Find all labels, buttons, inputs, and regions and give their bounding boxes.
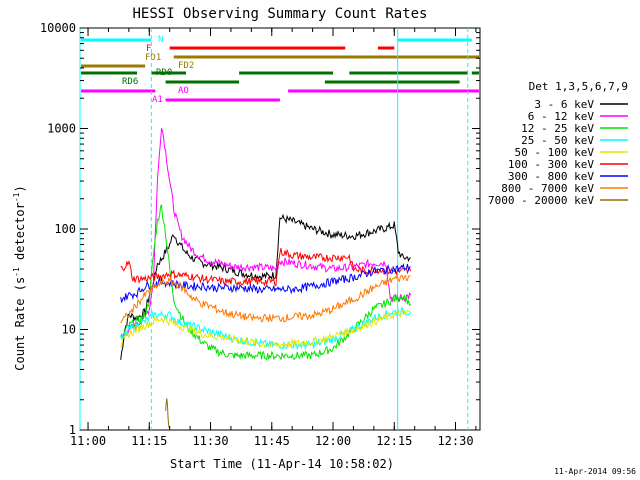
footer-timestamp: 11-Apr-2014 09:56: [554, 467, 636, 476]
series-line-6-12keV: [120, 128, 412, 338]
legend-label-50-100keV: 50 - 100 keV: [515, 146, 595, 159]
legend-label-25-50keV: 25 - 50 keV: [521, 134, 594, 147]
series-line-50-100keV: [120, 309, 411, 350]
y-tick-label-1000: 1000: [47, 122, 76, 136]
y-tick-label-10: 10: [62, 323, 76, 337]
legend-label-3-6keV: 3 - 6 keV: [534, 98, 594, 111]
legend-label-6-12keV: 6 - 12 keV: [528, 110, 595, 123]
x-tick-label-12:00: 12:00: [315, 434, 351, 448]
flag-label-F: F: [146, 44, 151, 54]
y-axis-label-end: ): [13, 185, 27, 192]
flag-label-RD0: RD0: [156, 68, 172, 78]
series-line-12-25keV: [120, 204, 411, 361]
legend-label-7000-20000keV: 7000 - 20000 keV: [488, 194, 594, 207]
flag-label-A1: A1: [152, 95, 163, 105]
y-axis-label: Count Rate (s-1 detector-1): [12, 185, 27, 370]
series-line-7000-20000keV: [165, 398, 170, 429]
series-line-3-6keV: [120, 213, 411, 360]
vertical-markers: [79, 28, 469, 430]
x-tick-label-11:00: 11:00: [70, 434, 106, 448]
x-tick-label-11:15: 11:15: [131, 434, 167, 448]
series-layer: [120, 128, 412, 429]
flag-label-AO: AO: [178, 86, 189, 96]
series-line-25-50keV: [120, 307, 412, 350]
y-tick-label-10000: 10000: [40, 21, 76, 35]
plot-frame: [79, 27, 481, 431]
y-axis-label-exp1: -1: [12, 267, 21, 277]
y-tick-label-1: 1: [69, 423, 76, 437]
y-axis-label-mid: detector: [13, 202, 27, 267]
flag-label-RD6: RD6: [122, 77, 138, 87]
y-axis-label-exp2: -1: [12, 192, 21, 202]
y-axis-label-main: Count Rate (s: [13, 277, 27, 371]
x-tick-label-11:30: 11:30: [192, 434, 228, 448]
flag-label-FD2: FD2: [178, 61, 194, 71]
flag-label-FD1: FD1: [145, 53, 161, 63]
legend-label-800-7000keV: 800 - 7000 keV: [501, 182, 594, 195]
axes: 11:00 11:15 11:30 11:45 12:00 12:15 12:30 1 10 10…: [40, 21, 480, 448]
series-line-300-800keV: [120, 263, 411, 303]
x-tick-label-12:30: 12:30: [437, 434, 473, 448]
y-tick-label-100: 100: [54, 222, 76, 236]
chart-title: HESSI Observing Summary Count Rates: [132, 6, 427, 22]
series-line-100-300keV: [120, 247, 412, 287]
flag-label-N: N: [158, 35, 163, 45]
legend-header: Det 1,3,5,6,7,9: [529, 80, 628, 93]
x-axis-label: Start Time (11-Apr-14 10:58:02): [170, 457, 394, 471]
legend-label-12-25keV: 12 - 25 keV: [521, 122, 594, 135]
legend-label-100-300keV: 100 - 300 keV: [508, 158, 594, 171]
x-tick-label-11:45: 11:45: [254, 434, 290, 448]
series-line-800-7000keV: [120, 273, 411, 324]
legend-label-300-800keV: 300 - 800 keV: [508, 170, 594, 183]
x-tick-label-12:15: 12:15: [376, 434, 412, 448]
plot-border: [79, 27, 481, 431]
